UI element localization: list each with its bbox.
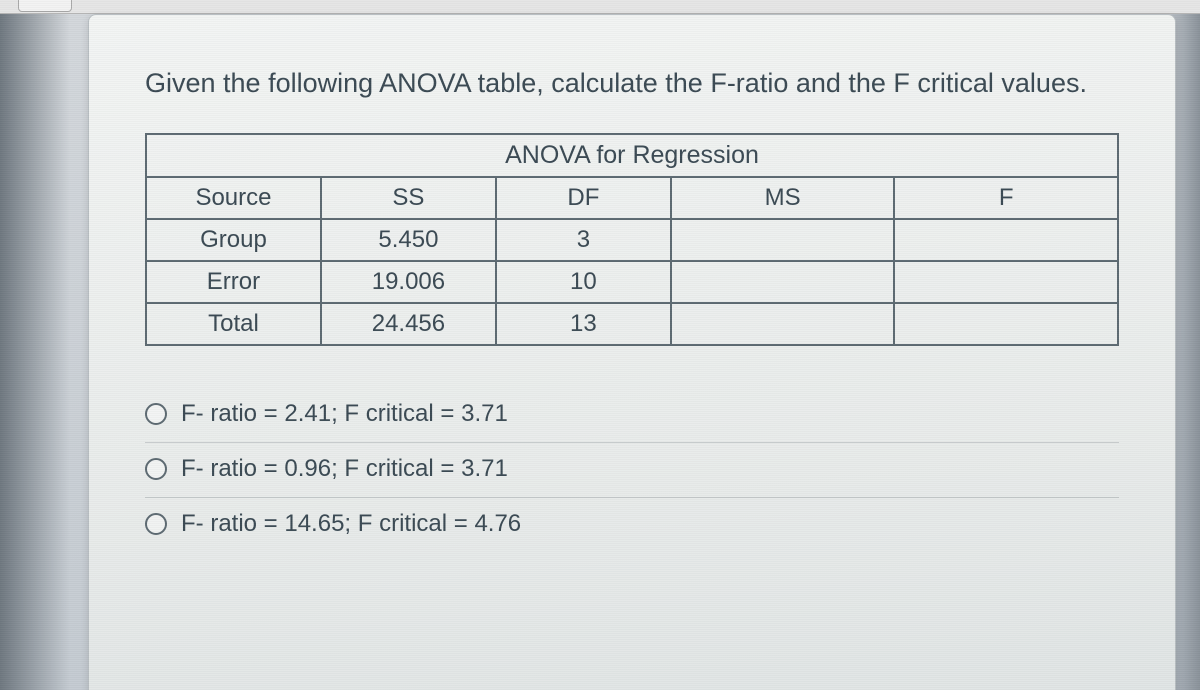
toolbar-button-stub bbox=[18, 0, 72, 12]
answer-option-label: F- ratio = 2.41; F critical = 3.71 bbox=[181, 400, 508, 428]
cell-ss: 5.450 bbox=[321, 219, 496, 261]
cell-df: 10 bbox=[496, 261, 671, 303]
browser-toolbar-sliver bbox=[0, 0, 1200, 14]
cell-ss: 24.456 bbox=[321, 303, 496, 345]
cell-ms bbox=[671, 303, 895, 345]
anova-header-row: Source SS DF MS F bbox=[146, 177, 1118, 219]
answer-option-label: F- ratio = 14.65; F critical = 4.76 bbox=[181, 510, 521, 538]
radio-icon bbox=[145, 403, 167, 425]
cell-f bbox=[894, 219, 1118, 261]
anova-header-ms: MS bbox=[671, 177, 895, 219]
table-row: Error 19.006 10 bbox=[146, 261, 1118, 303]
cell-f bbox=[894, 261, 1118, 303]
cell-source: Total bbox=[146, 303, 321, 345]
cell-f bbox=[894, 303, 1118, 345]
answer-option[interactable]: F- ratio = 0.96; F critical = 3.71 bbox=[145, 443, 1119, 498]
table-row: Total 24.456 13 bbox=[146, 303, 1118, 345]
answer-option[interactable]: F- ratio = 14.65; F critical = 4.76 bbox=[145, 498, 1119, 552]
cell-ms bbox=[671, 261, 895, 303]
photo-vignette-left bbox=[0, 0, 70, 690]
anova-title-cell: ANOVA for Regression bbox=[146, 134, 1118, 177]
question-prompt: Given the following ANOVA table, calcula… bbox=[145, 63, 1119, 105]
cell-ss: 19.006 bbox=[321, 261, 496, 303]
cell-ms bbox=[671, 219, 895, 261]
anova-table: ANOVA for Regression Source SS DF MS F G… bbox=[145, 133, 1119, 346]
radio-icon bbox=[145, 458, 167, 480]
answer-option-label: F- ratio = 0.96; F critical = 3.71 bbox=[181, 455, 508, 483]
question-card: Given the following ANOVA table, calcula… bbox=[88, 14, 1176, 690]
anova-header-df: DF bbox=[496, 177, 671, 219]
cell-source: Error bbox=[146, 261, 321, 303]
cell-df: 13 bbox=[496, 303, 671, 345]
anova-header-source: Source bbox=[146, 177, 321, 219]
cell-df: 3 bbox=[496, 219, 671, 261]
radio-icon bbox=[145, 513, 167, 535]
cell-source: Group bbox=[146, 219, 321, 261]
answer-options: F- ratio = 2.41; F critical = 3.71 F- ra… bbox=[145, 388, 1119, 552]
answer-option[interactable]: F- ratio = 2.41; F critical = 3.71 bbox=[145, 388, 1119, 443]
anova-header-ss: SS bbox=[321, 177, 496, 219]
table-row: Group 5.450 3 bbox=[146, 219, 1118, 261]
anova-title-row: ANOVA for Regression bbox=[146, 134, 1118, 177]
anova-header-f: F bbox=[894, 177, 1118, 219]
